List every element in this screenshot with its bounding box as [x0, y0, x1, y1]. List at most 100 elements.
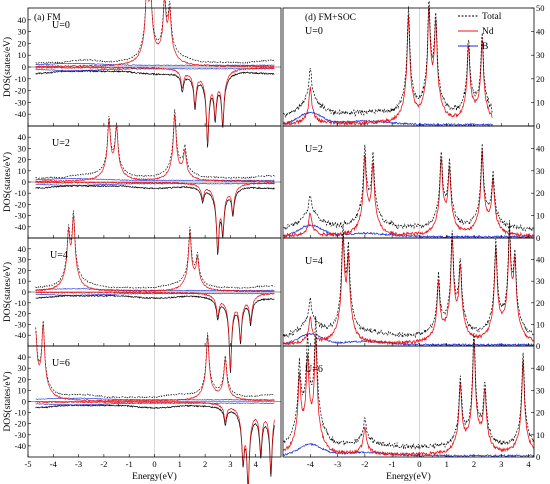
y-tick-label: 10 — [18, 385, 27, 395]
x-tick-label: 2 — [203, 459, 207, 469]
series-total-down — [35, 184, 275, 255]
y-tick-label: 30 — [18, 255, 27, 265]
panel-fm: -40-30-20-10010203040U=0DOS(states/eV)-4… — [2, 0, 282, 484]
y-tick-label: 0 — [22, 62, 26, 72]
series-total — [283, 220, 534, 339]
y-tick-label: -40 — [15, 330, 26, 340]
x-tick-label: 3 — [499, 459, 503, 469]
series-nd — [283, 227, 534, 346]
y-tick-label: 40 — [18, 244, 27, 254]
y-tick-label: 40 — [536, 143, 545, 153]
u-label: U=6 — [52, 358, 70, 369]
x-tick-label: -5 — [24, 459, 31, 469]
y-tick-label: 30 — [18, 363, 27, 373]
soc-subplot-2: 0 10 20 30 40 U=4 — [282, 220, 545, 351]
y-tick-label: -20 — [15, 86, 26, 96]
y-tick-label: 20 — [18, 155, 27, 165]
y-tick-label: -40 — [15, 222, 26, 232]
x-tick-label: -3 — [75, 459, 82, 469]
u-label: U=6 — [305, 364, 323, 375]
u-label: U=0 — [305, 26, 323, 37]
x-tick-label: -1 — [126, 459, 133, 469]
series-nd-up — [35, 114, 275, 183]
y-axis-label: DOS(states/eV) — [2, 37, 13, 97]
series-b — [283, 223, 534, 239]
y-tick-label: 30 — [536, 50, 545, 60]
series-nd-down — [35, 66, 275, 144]
y-tick-label: 0 — [22, 177, 26, 187]
y-tick-label: 0 — [536, 121, 540, 131]
y-tick-label: 40 — [18, 15, 27, 25]
y-axis-label: DOS(states/eV) — [2, 152, 13, 212]
x-tick-label: -4 — [50, 459, 58, 469]
y-tick-label: 40 — [536, 27, 545, 37]
series-total-down — [35, 294, 275, 373]
y-tick-label: 30 — [536, 276, 545, 286]
y-tick-label: 0 — [536, 233, 540, 243]
series-total — [283, 315, 534, 450]
y-tick-label: 30 — [536, 385, 545, 395]
x-tick-label: 4 — [254, 459, 259, 469]
x-tick-label: -2 — [100, 459, 107, 469]
y-tick-label: -10 — [15, 298, 26, 308]
y-tick-label: -30 — [15, 97, 26, 107]
y-tick-label: 50 — [536, 3, 545, 13]
series-total-up — [35, 320, 275, 399]
u-label: U=2 — [305, 144, 323, 155]
x-tick-label: 1 — [178, 459, 182, 469]
series-b-up — [35, 62, 275, 67]
series-total-up — [35, 210, 275, 289]
y-tick-label: 40 — [18, 132, 27, 142]
series-b-down — [35, 292, 275, 296]
series-b-up — [35, 177, 275, 182]
legend: Total Nd B — [458, 12, 502, 52]
series-b-down — [35, 182, 275, 187]
x-tick-label: 0 — [417, 459, 421, 469]
panel-label-d: (d) FM+SOC — [305, 12, 356, 23]
series-nd — [283, 150, 534, 239]
y-tick-label: 10 — [18, 50, 27, 60]
x-axis-label: Energy(eV) — [132, 471, 177, 482]
y-tick-label: 20 — [18, 38, 27, 48]
y-tick-label: 0 — [22, 397, 26, 407]
y-tick-label: -10 — [15, 74, 26, 84]
x-tick-label: 2 — [472, 459, 476, 469]
y-tick-label: -30 — [15, 319, 26, 329]
soc-subplot-3: 0 10 20 30 40 U=6 — [282, 315, 545, 462]
y-axis-label: DOS(states/eV) — [2, 262, 13, 322]
y-tick-label: 10 — [536, 319, 545, 329]
x-tick-label: -1 — [389, 459, 396, 469]
y-tick-label: 30 — [536, 166, 545, 176]
y-tick-label: 20 — [536, 74, 545, 84]
legend-label-total: Total — [482, 12, 502, 22]
y-tick-label: -10 — [15, 408, 26, 418]
series-nd-down — [35, 400, 275, 484]
u-label: U=0 — [52, 20, 70, 31]
series-b — [283, 332, 534, 347]
y-tick-label: 30 — [18, 143, 27, 153]
series-nd-up — [35, 0, 275, 68]
legend-label-b: B — [482, 42, 488, 52]
y-tick-label: 20 — [536, 188, 545, 198]
soc-subplot-1: 0 10 20 30 40 U=2 — [282, 125, 545, 243]
y-tick-label: -10 — [15, 188, 26, 198]
series-nd-down — [35, 181, 275, 252]
y-tick-label: -20 — [15, 419, 26, 429]
panel-label-a: (a) FM — [34, 12, 61, 23]
y-tick-label: 20 — [536, 298, 545, 308]
y-tick-label: -30 — [15, 430, 26, 440]
y-tick-label: 10 — [18, 276, 27, 286]
series-nd — [283, 335, 534, 457]
y-tick-label: 10 — [18, 166, 27, 176]
plot-frame — [282, 125, 535, 239]
y-tick-label: 40 — [536, 363, 545, 373]
x-tick-label: -4 — [307, 459, 315, 469]
y-tick-label: 10 — [536, 97, 545, 107]
u-label: U=4 — [50, 250, 68, 261]
y-tick-label: 40 — [536, 255, 545, 265]
series-nd-up — [35, 215, 275, 293]
x-tick-label: 4 — [526, 459, 531, 469]
